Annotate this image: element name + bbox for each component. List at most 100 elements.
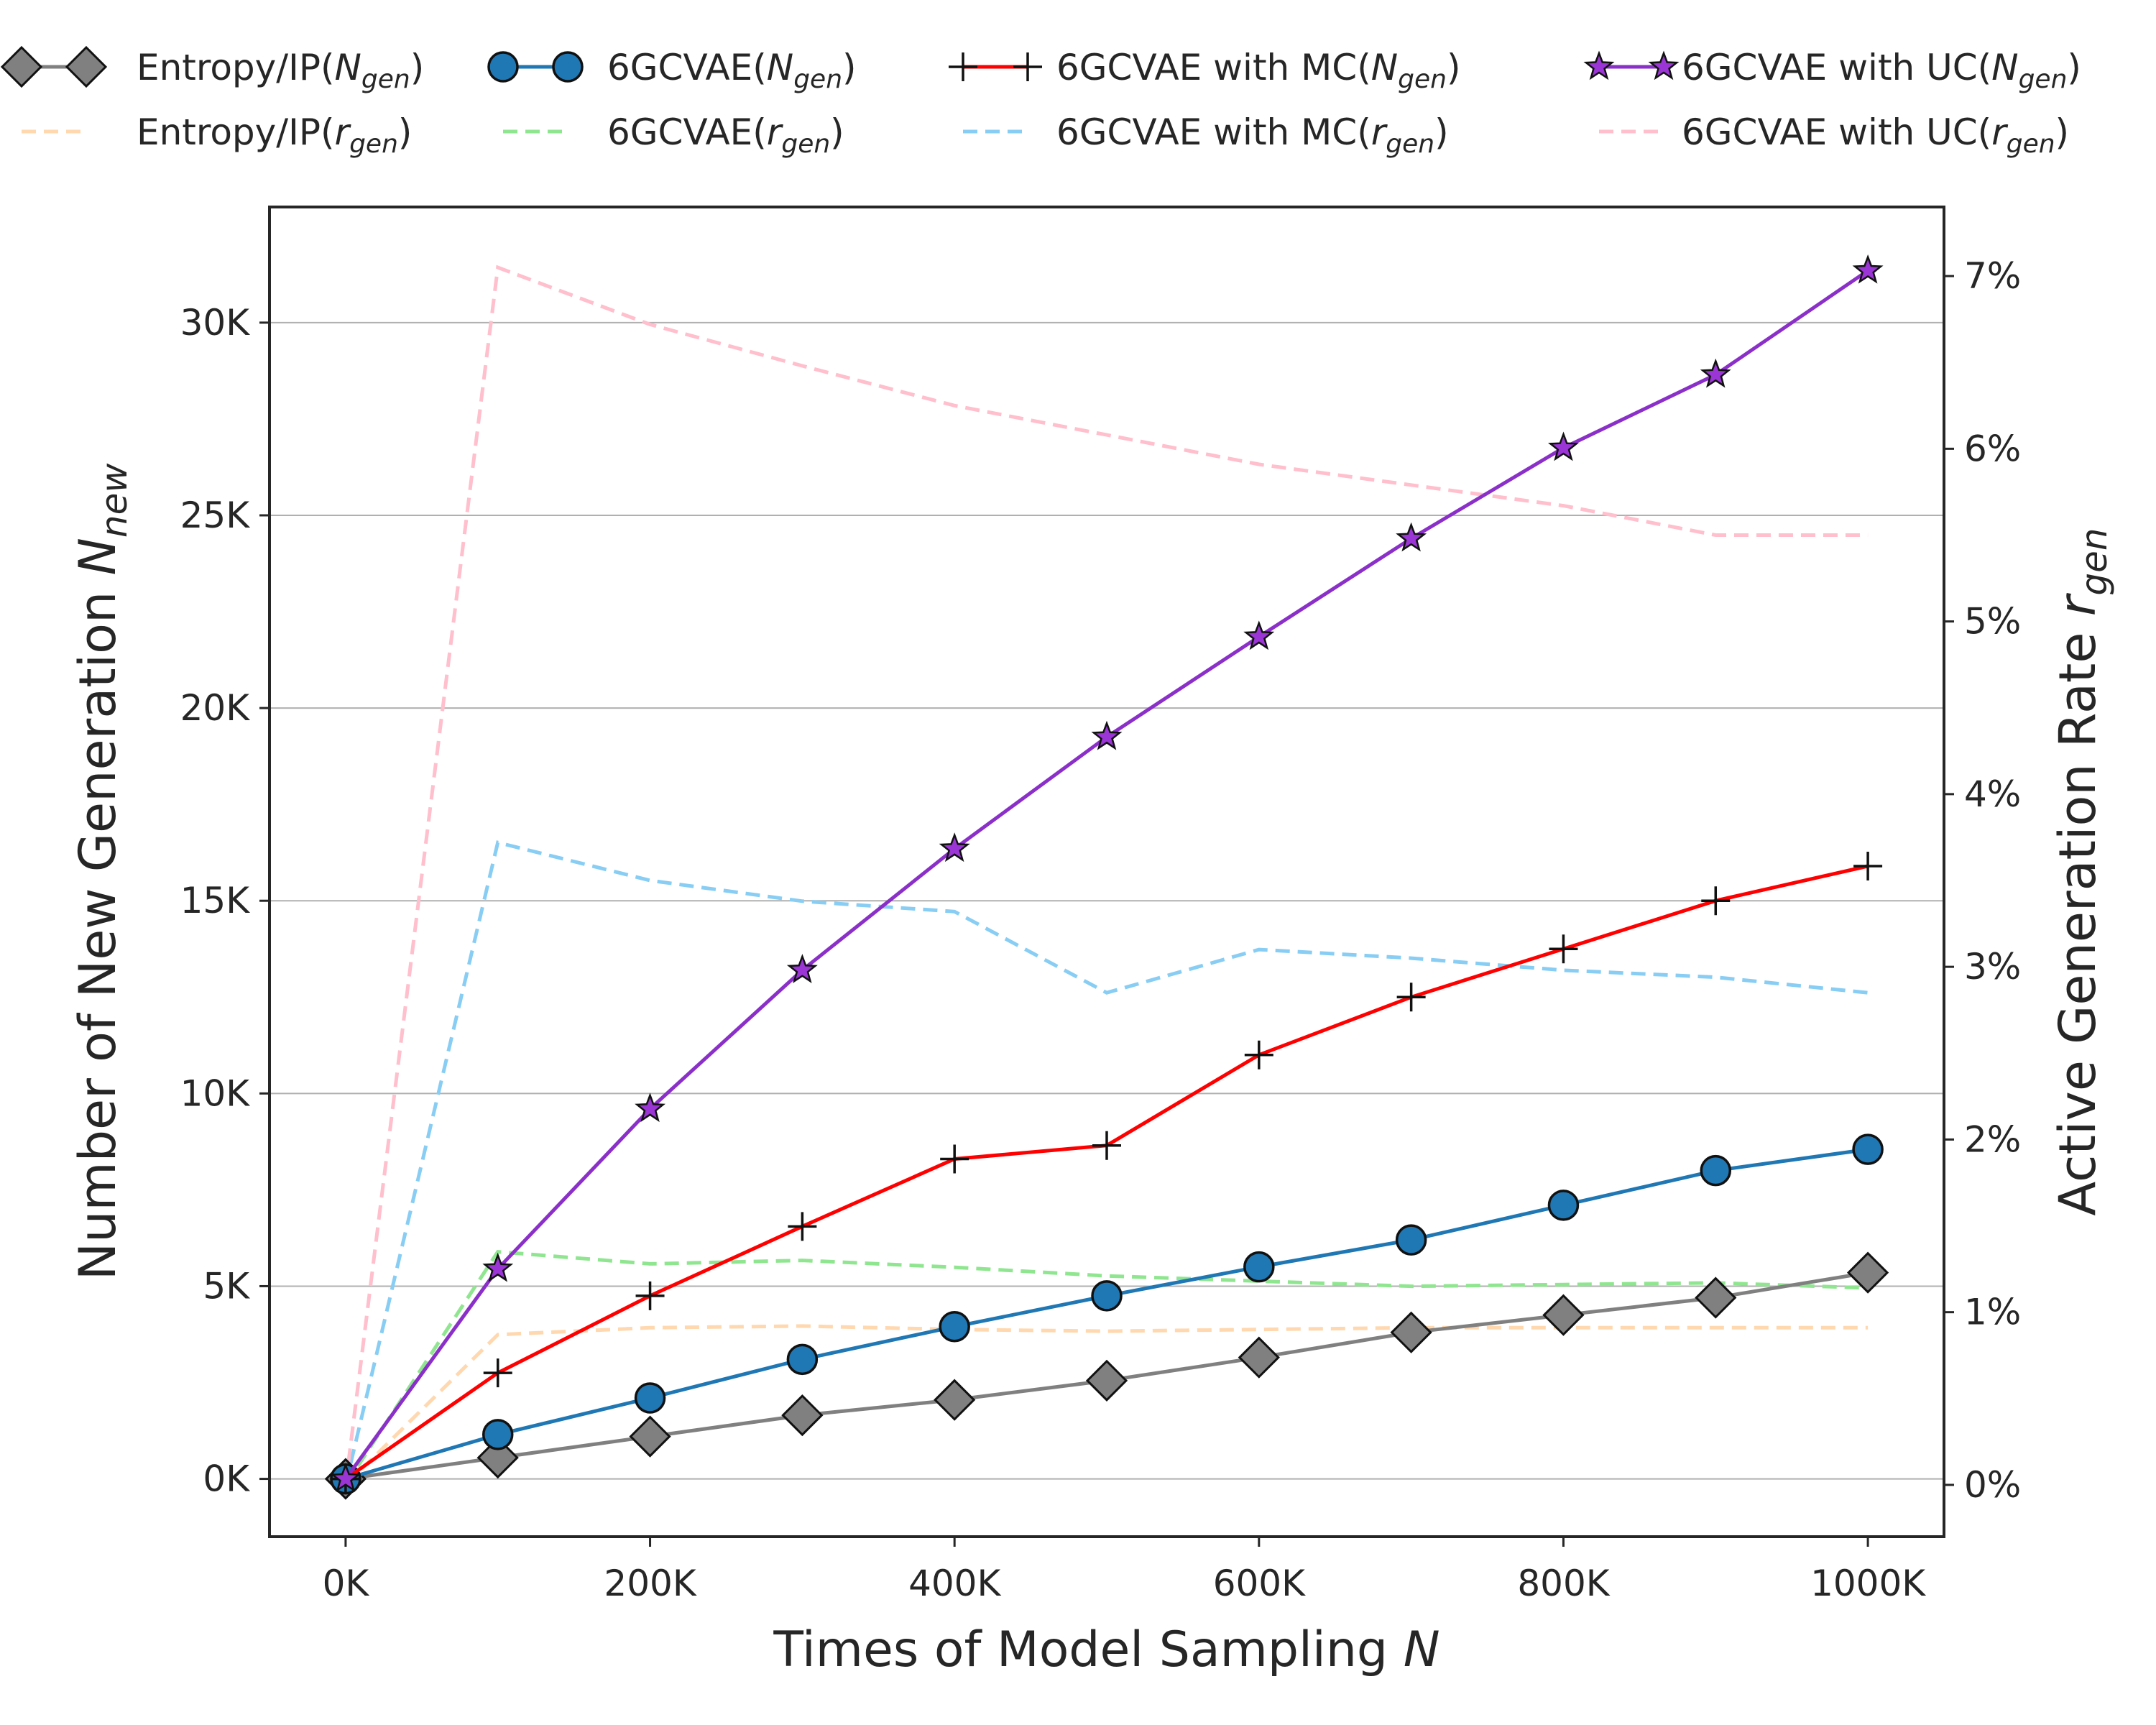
axis-labels: Times of Model Sampling N Number of New G… (68, 464, 2115, 1678)
legend-label: Entropy/IP(Ngen) (137, 47, 424, 94)
legend-label: 6GCVAE with UC(rgen) (1682, 111, 2069, 159)
y-right-tick-label: 5% (1964, 601, 2021, 643)
legend-entry-rate-3: 6GCVAE with UC(rgen) (1599, 111, 2069, 159)
data-point-marker (1846, 1251, 1889, 1294)
data-point-marker (1238, 1336, 1280, 1379)
data-point-marker (476, 1436, 519, 1479)
legend-marker (1648, 50, 1680, 80)
data-point-marker (940, 1144, 969, 1174)
rate-series-group (344, 264, 1869, 1486)
y-right-tick-label: 6% (1964, 428, 2021, 469)
legend-marker (487, 51, 519, 83)
plot-area-frame (268, 206, 1945, 1538)
data-point-marker (1390, 1311, 1432, 1353)
data-point-marker (629, 1415, 671, 1458)
data-point-marker (934, 1379, 976, 1421)
x-tick-label: 800K (1517, 1563, 1610, 1604)
legend: Entropy/IP(Ngen) 6GCVAE(Ngen) 6GCVAE with … (0, 45, 2081, 159)
y-right-tick-label: 0% (1964, 1464, 2021, 1506)
y-right-axis-label: Active Generation Rate rgen (2048, 528, 2115, 1215)
x-tick-label: 600K (1213, 1563, 1306, 1604)
legend-entry-count-1: 6GCVAE(Ngen) (487, 47, 857, 94)
count-series-1 (330, 1133, 1884, 1495)
data-point-marker (635, 1281, 665, 1310)
y-right-tick-label: 1% (1964, 1292, 2021, 1333)
legend-marker (65, 45, 108, 88)
legend-entry-count-0: Entropy/IP(Ngen) (0, 45, 424, 94)
data-point-marker (482, 1252, 514, 1282)
y-right-tick-label: 3% (1964, 946, 2021, 988)
data-point-marker (1852, 1133, 1884, 1165)
y-right-tick-label: 4% (1964, 773, 2021, 815)
legend-entry-count-3: 6GCVAE with UC(Ngen) (1583, 47, 2081, 94)
y-left-tick-label: 30K (180, 302, 251, 344)
data-point-marker (634, 1382, 666, 1414)
x-tick-label: 1000K (1810, 1563, 1926, 1604)
grid-lines (270, 321, 1944, 1480)
y-left-tick-label: 20K (180, 687, 251, 729)
data-point-marker (1396, 983, 1426, 1012)
data-point-marker (1700, 358, 1731, 388)
data-point-marker (1701, 886, 1731, 916)
legend-marker (0, 45, 43, 88)
data-point-marker (482, 1419, 514, 1450)
data-point-marker (786, 1343, 819, 1376)
y-left-tick-label: 0K (203, 1458, 250, 1500)
data-point-marker (788, 1212, 817, 1241)
data-point-marker (1395, 1224, 1427, 1256)
legend-entry-rate-2: 6GCVAE with MC(rgen) (963, 111, 1449, 159)
rate-series-line-3 (344, 264, 1869, 1486)
data-point-marker (483, 1358, 512, 1388)
legend-entry-count-2: 6GCVAE with MC(Ngen) (949, 47, 1460, 94)
data-point-marker (1548, 431, 1579, 461)
legend-entry-rate-0: Entropy/IP(rgen) (22, 111, 412, 159)
legend-label: 6GCVAE with UC(Ngen) (1682, 47, 2081, 94)
data-point-marker (1700, 1154, 1732, 1187)
data-point-marker (1695, 1276, 1737, 1319)
rate-series-line-1 (344, 1249, 1869, 1486)
count-series-2 (331, 851, 1883, 1494)
data-point-marker (1243, 1251, 1275, 1283)
count-series-line-1 (345, 1147, 1869, 1481)
count-series-3 (330, 254, 1884, 1492)
x-tick-label: 0K (323, 1563, 370, 1604)
data-point-marker (1853, 851, 1883, 880)
y-right-tick-label: 2% (1964, 1118, 2021, 1160)
x-tick-label: 400K (908, 1563, 1001, 1604)
legend-marker (949, 52, 977, 81)
legend-label: 6GCVAE with MC(rgen) (1056, 111, 1449, 159)
rate-series-line-2 (344, 840, 1869, 1486)
axes: 0K 200K 400K 600K 800K 1000K 0K 5K 10K 15K 20K 25K 3… (180, 255, 2022, 1604)
y-right-tick-label: 7% (1964, 255, 2021, 297)
data-point-marker (1547, 1190, 1580, 1221)
y-left-tick-label: 5K (203, 1265, 250, 1307)
legend-label: 6GCVAE(Ngen) (607, 47, 857, 94)
y-left-tick-label: 10K (180, 1072, 251, 1114)
data-point-marker (1549, 934, 1578, 964)
legend-entry-rate-1: 6GCVAE(rgen) (503, 111, 844, 159)
data-point-marker (781, 1394, 824, 1437)
data-point-marker (1396, 522, 1427, 552)
data-point-marker (1243, 620, 1275, 650)
data-point-marker (1244, 1040, 1273, 1070)
legend-marker (552, 51, 584, 83)
y-left-axis-label: Number of New Generation Nnew (68, 464, 135, 1281)
data-point-marker (1852, 254, 1884, 284)
y-left-tick-label: 25K (180, 494, 251, 536)
data-point-marker (1085, 1359, 1128, 1402)
data-point-marker (330, 1463, 361, 1492)
data-point-marker (1091, 1280, 1123, 1312)
data-point-marker (939, 832, 970, 862)
data-point-marker (1091, 720, 1123, 750)
legend-label: 6GCVAE with MC(Ngen) (1056, 47, 1460, 94)
data-point-marker (1092, 1131, 1121, 1160)
count-series-0 (324, 1251, 1889, 1500)
legend-label: Entropy/IP(rgen) (137, 111, 412, 159)
data-point-marker (635, 1092, 665, 1123)
legend-label: 6GCVAE(rgen) (607, 111, 844, 159)
x-tick-label: 200K (604, 1563, 696, 1604)
legend-marker (1013, 52, 1042, 81)
rate-series-line-0 (344, 1324, 1869, 1486)
x-axis-label: Times of Model Sampling N (773, 1622, 1439, 1678)
